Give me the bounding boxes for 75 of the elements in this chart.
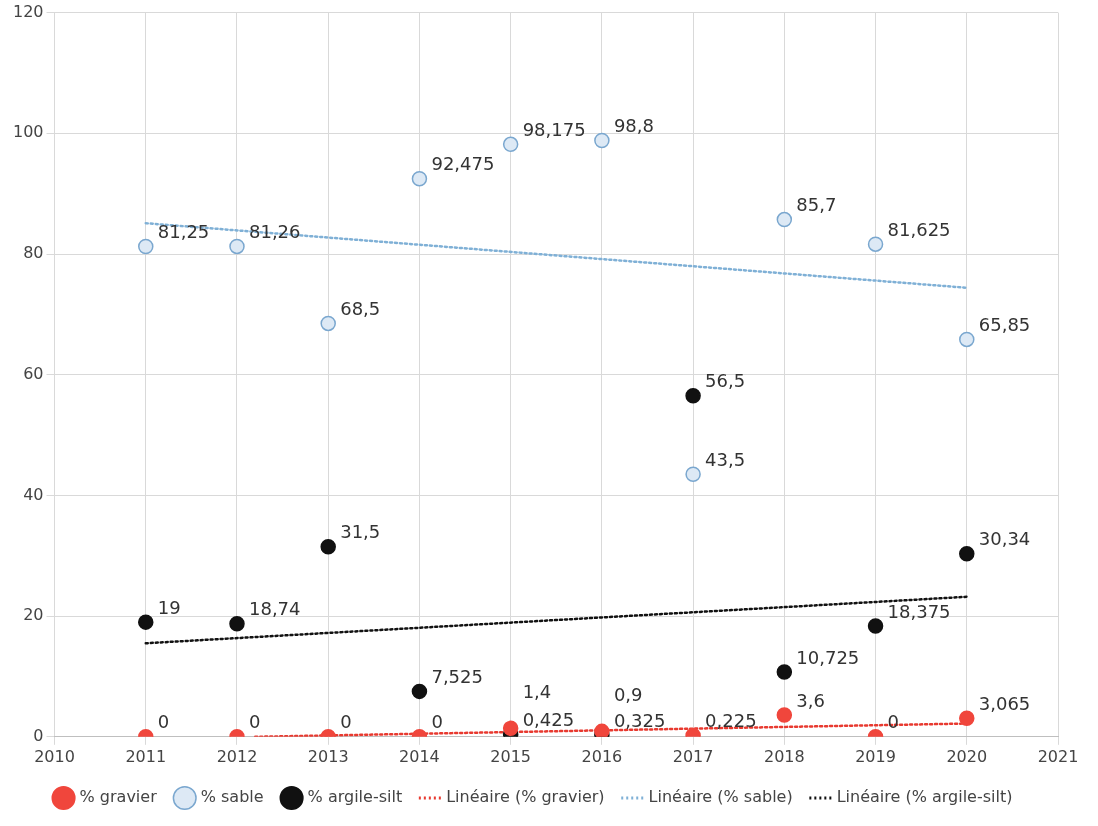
data-label: 85,7 — [796, 194, 837, 216]
data-label: 0,225 — [705, 710, 757, 732]
legend-label: Linéaire (% gravier) — [446, 787, 605, 807]
point — [959, 545, 975, 562]
data-label: 98,175 — [522, 118, 586, 140]
point — [776, 211, 793, 228]
legend-label: % argile-silt — [307, 787, 403, 807]
y-tick-label: 80 — [23, 243, 44, 263]
data-label: 68,5 — [340, 298, 381, 320]
point — [776, 707, 793, 723]
point — [594, 723, 610, 737]
point — [502, 720, 519, 737]
data-label: 0,425 — [522, 708, 575, 730]
point — [867, 618, 884, 634]
data-label: 81,625 — [887, 218, 951, 240]
data-label: 0,9 — [613, 684, 643, 706]
point — [411, 170, 428, 187]
data-label: 0 — [340, 711, 352, 733]
x-tick-label: 2021 — [1037, 746, 1079, 766]
legend-label: % sable — [200, 787, 264, 807]
data-label: 98,8 — [613, 115, 654, 137]
point — [867, 236, 884, 252]
point — [959, 331, 975, 348]
data-label: 92,475 — [431, 153, 495, 175]
point — [229, 615, 245, 632]
point — [776, 664, 793, 680]
data-label: 65,85 — [978, 314, 1031, 336]
point — [685, 388, 701, 404]
x-tick-label: 2013 — [307, 746, 349, 766]
y-tick-label: 120 — [12, 1, 44, 21]
point — [502, 136, 519, 153]
y-tick-label: 0 — [33, 725, 44, 745]
data-label: 31,5 — [340, 521, 381, 543]
data-label: 1,4 — [522, 681, 552, 703]
data-label: 30,34 — [978, 528, 1031, 550]
data-label: 10,725 — [796, 646, 860, 668]
point — [959, 710, 975, 727]
data-label: 19 — [157, 596, 181, 618]
x-tick-label: 2015 — [490, 746, 532, 766]
x-tick-label: 2012 — [216, 746, 258, 766]
data-label: 56,5 — [705, 370, 746, 392]
y-tick-label: 20 — [23, 605, 44, 625]
point — [138, 238, 154, 255]
x-tick-label: 2016 — [581, 746, 623, 766]
point — [229, 238, 245, 255]
legend-label: % gravier — [79, 787, 158, 807]
point — [138, 614, 154, 630]
y-tick-label: 60 — [23, 363, 44, 383]
data-label: 7,525 — [431, 666, 483, 688]
data-label: 43,5 — [705, 448, 746, 470]
data-label: 18,375 — [887, 600, 951, 622]
point — [685, 466, 701, 483]
x-tick-label: 2018 — [763, 746, 805, 766]
x-tick-label: 2017 — [672, 746, 714, 766]
data-label: 0 — [431, 711, 443, 733]
x-tick-label: 2011 — [125, 746, 167, 766]
data-label: 0,325 — [613, 709, 666, 731]
y-tick-label: 100 — [12, 122, 44, 142]
data-label: 3,065 — [978, 692, 1031, 714]
legend-label: Linéaire (% argile-silt) — [836, 787, 1013, 807]
data-label: 0 — [157, 711, 170, 733]
x-tick-label: 2010 — [34, 746, 75, 766]
x-tick-label: 2014 — [399, 746, 440, 766]
legend-label: Linéaire (% sable) — [648, 787, 793, 807]
point — [320, 538, 336, 555]
data-label: 0 — [248, 711, 261, 733]
x-tick-label: 2020 — [946, 746, 988, 766]
data-label: 3,6 — [796, 689, 825, 711]
point — [411, 683, 428, 700]
data-label: 18,74 — [248, 598, 301, 620]
x-tick-label: 2019 — [855, 746, 896, 766]
point — [594, 132, 610, 149]
point — [320, 315, 336, 332]
data-label: 81,25 — [157, 221, 210, 243]
y-tick-label: 40 — [23, 484, 44, 504]
